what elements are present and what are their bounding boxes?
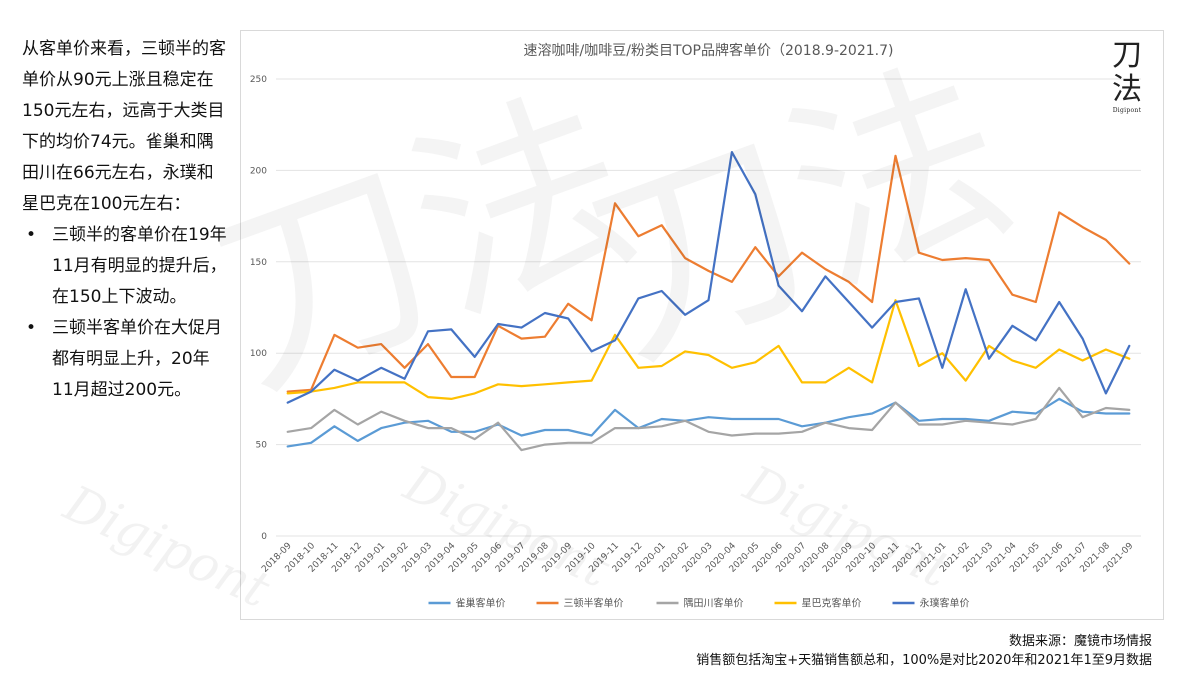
y-tick-label-250: 250 — [250, 75, 267, 85]
y-tick-label-100: 100 — [250, 349, 267, 359]
y-tick-label-200: 200 — [250, 166, 267, 176]
commentary-bullets: 三顿半的客单价在19年11月有明显的提升后，在150上下波动。 三顿半客单价在大… — [22, 220, 228, 406]
series-line-1 — [286, 397, 1131, 448]
series-line-3 — [286, 386, 1131, 452]
commentary-bullet-1: 三顿半的客单价在19年11月有明显的提升后，在150上下波动。 — [22, 220, 228, 313]
commentary-bullet-2: 三顿半客单价在大促月都有明显上升，20年11月超过200元。 — [22, 313, 228, 406]
footnote-source: 数据来源：魔镜市场情报 — [1008, 634, 1152, 649]
legend-label-4: 星巴克客单价 — [802, 597, 862, 610]
footnote-note: 销售额包括淘宝+天猫销售额总和，100%是对比2020年和2021年1至9月数据 — [696, 653, 1152, 668]
legend-label-2: 三顿半客单价 — [564, 597, 624, 610]
logo-char-2: 法 — [1112, 72, 1142, 107]
y-tick-label-0: 0 — [261, 532, 267, 542]
legend-label-5: 永璞客单价 — [920, 597, 970, 610]
legend-label-1: 雀巢客单价 — [456, 597, 506, 610]
chart-frame: 速溶咖啡/咖啡豆/粉类目TOP品牌客单价（2018.9-2021.7) 0 50 10… — [240, 30, 1164, 620]
logo-brand: Digipont — [1112, 107, 1142, 114]
series-line-4 — [286, 299, 1131, 400]
y-tick-label-150: 150 — [250, 258, 267, 268]
line-chart: 速溶咖啡/咖啡豆/粉类目TOP品牌客单价（2018.9-2021.7) 0 50 10… — [250, 42, 1141, 610]
commentary-panel: 从客单价来看，三顿半的客单价从90元上涨且稳定在150元左右，远高于大类目下的均… — [22, 34, 228, 406]
commentary-intro: 从客单价来看，三顿半的客单价从90元上涨且稳定在150元左右，远高于大类目下的均… — [22, 39, 226, 214]
series-line-2 — [286, 154, 1131, 393]
y-tick-label-50: 50 — [256, 441, 268, 451]
footnote: 数据来源：魔镜市场情报 销售额包括淘宝+天猫销售额总和，100%是对比2020年… — [696, 632, 1152, 670]
legend-label-3: 隅田川客单价 — [684, 597, 744, 610]
chart-title: 速溶咖啡/咖啡豆/粉类目TOP品牌客单价（2018.9-2021.7) — [524, 42, 894, 59]
brand-logo: 刀 法 Digipont — [1107, 39, 1147, 115]
logo-char-1: 刀 — [1112, 38, 1142, 73]
series-line-5 — [286, 150, 1131, 404]
